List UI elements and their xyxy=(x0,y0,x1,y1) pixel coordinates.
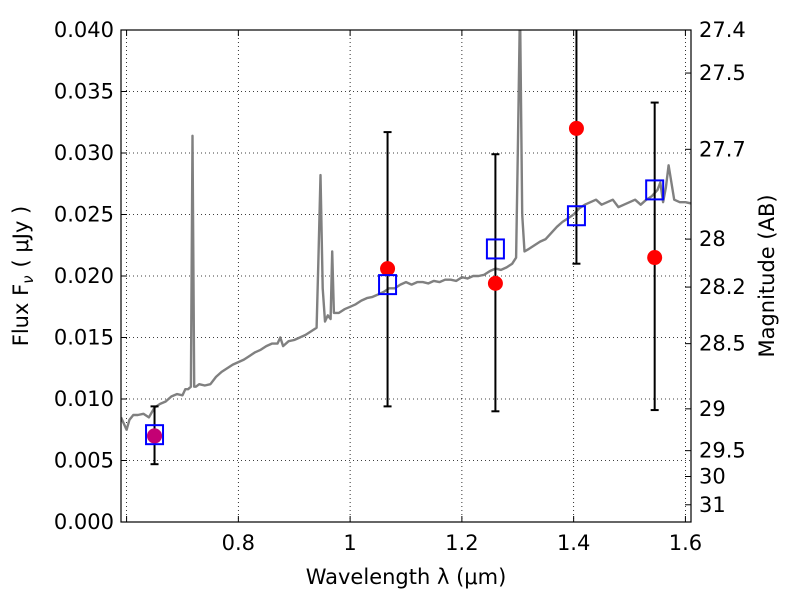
model-photometry-square xyxy=(566,205,586,227)
y-tick-label: 0.010 xyxy=(54,387,114,411)
y-tick-label: 0.030 xyxy=(54,141,114,165)
y-axis-title-unit: ( μJy ) xyxy=(9,206,33,268)
observed-flux-point xyxy=(487,275,503,291)
y2-tick-label: 27.5 xyxy=(699,61,746,85)
y-axis-title: Flux Fν ( μJy ) xyxy=(9,206,37,347)
tick-labels: 0.8 1 1.2 1.4 1.6 0.000 0.005 0.010 0.015 0.020 0.… xyxy=(54,18,746,555)
y2-tick-label: 28.2 xyxy=(699,275,746,299)
plot-area xyxy=(121,30,691,466)
y2-tick-label: 28 xyxy=(699,227,726,251)
y-tick-label: 0.035 xyxy=(54,80,114,104)
y-tick-label: 0.005 xyxy=(54,449,114,473)
y2-tick-label: 30 xyxy=(699,464,726,488)
overlap-point xyxy=(147,428,163,444)
x-tick-label: 0.8 xyxy=(222,531,255,555)
x-tick-label: 1.6 xyxy=(669,531,702,555)
observed-flux-point xyxy=(568,120,584,136)
y2-tick-label: 29 xyxy=(699,397,726,421)
grid-lines xyxy=(121,29,691,523)
y-tick-label: 0.020 xyxy=(54,264,114,288)
observed-flux-point xyxy=(647,250,663,266)
y2-tick-label: 31 xyxy=(699,493,726,517)
y2-tick-label: 27.4 xyxy=(699,18,746,42)
y2-tick-label: 28.5 xyxy=(699,332,746,356)
spectrum-line xyxy=(121,30,691,431)
y-tick-label: 0.040 xyxy=(54,18,114,42)
model-photometry-square xyxy=(645,179,665,201)
x-tick-label: 1.2 xyxy=(445,531,478,555)
y-tick-label: 0.000 xyxy=(54,510,114,534)
y-axis-title-main: Flux F xyxy=(9,284,33,346)
y2-tick-label: 29.5 xyxy=(699,439,746,463)
x-tick-label: 1 xyxy=(343,531,356,555)
y2-axis-title: Magnitude (AB) xyxy=(755,194,779,357)
x-axis-title: Wavelength λ (μm) xyxy=(306,565,507,589)
axis-ticks xyxy=(121,29,691,523)
y2-tick-label: 27.7 xyxy=(699,137,746,161)
model-photometry-square xyxy=(378,274,398,296)
y-axis-title-sub: ν xyxy=(19,275,37,283)
model-photometry-square xyxy=(485,238,505,260)
observed-flux-point xyxy=(380,261,396,277)
y-tick-label: 0.015 xyxy=(54,326,114,350)
model-photometry-square xyxy=(145,424,165,446)
y-tick-label: 0.025 xyxy=(54,203,114,227)
x-tick-label: 1.4 xyxy=(557,531,590,555)
